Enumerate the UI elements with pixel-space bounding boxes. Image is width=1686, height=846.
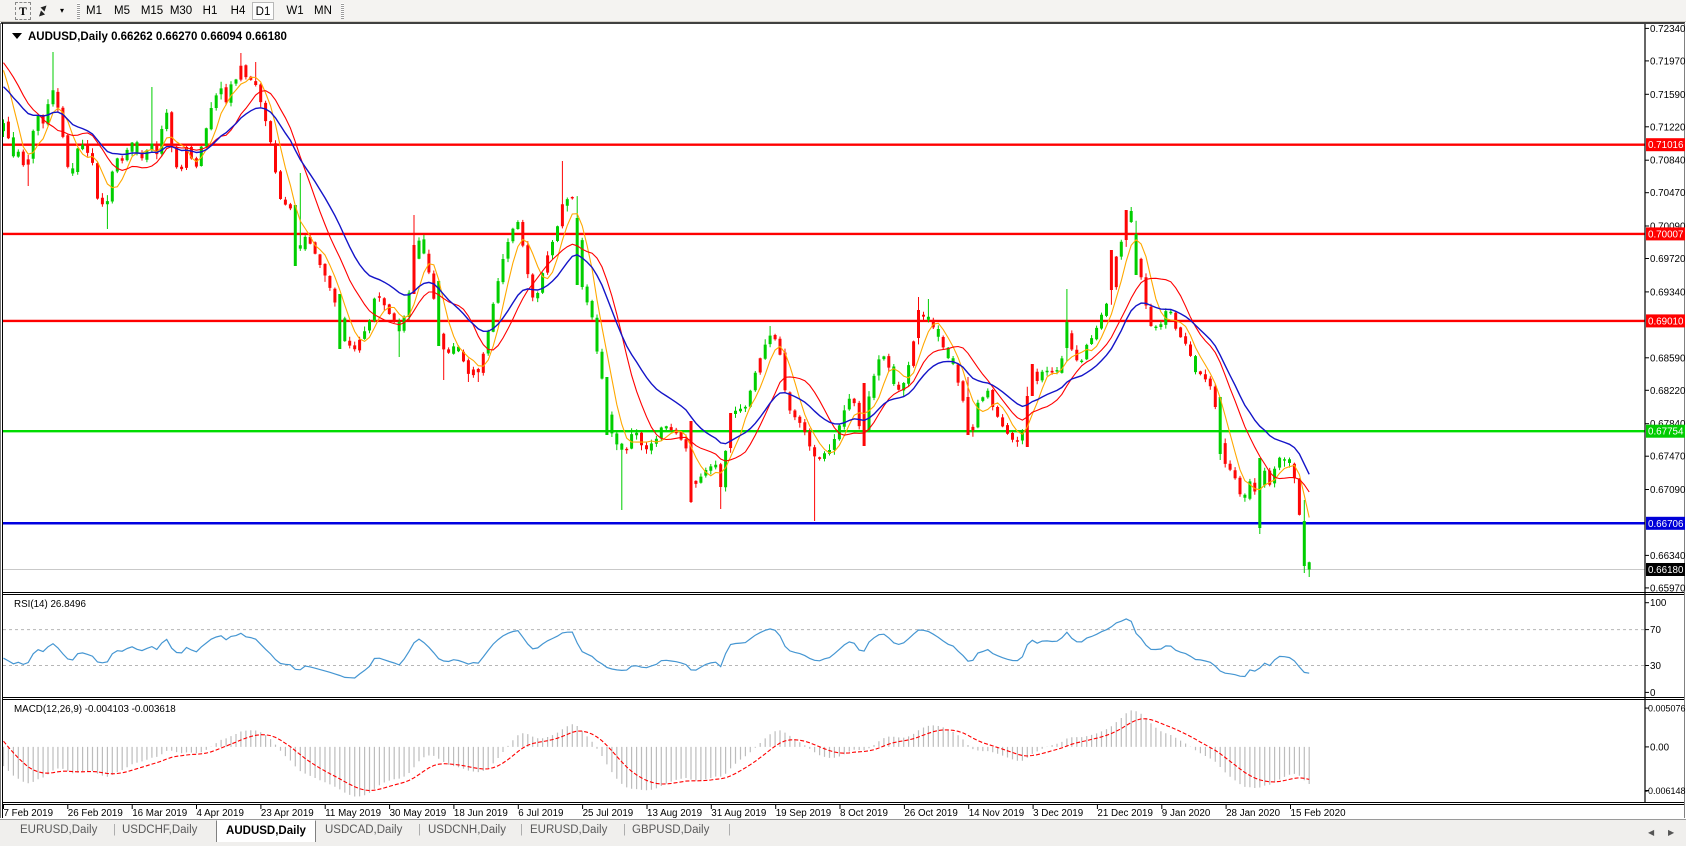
- svg-text:0.72340: 0.72340: [1650, 24, 1686, 35]
- svg-text:0.68590: 0.68590: [1650, 353, 1686, 364]
- svg-text:0.67090: 0.67090: [1650, 485, 1686, 496]
- svg-text:0.00: 0.00: [1650, 742, 1670, 753]
- svg-text:0.71016: 0.71016: [1648, 140, 1684, 151]
- svg-text:0.70470: 0.70470: [1650, 188, 1686, 199]
- svg-text:-0.006148: -0.006148: [1645, 786, 1686, 796]
- svg-text:26 Oct 2019: 26 Oct 2019: [904, 808, 957, 819]
- svg-text:9 Jan 2020: 9 Jan 2020: [1162, 808, 1211, 819]
- svg-text:0.69010: 0.69010: [1648, 316, 1684, 327]
- svg-text:0.66706: 0.66706: [1648, 519, 1684, 530]
- svg-text:6 Jul 2019: 6 Jul 2019: [518, 808, 563, 819]
- svg-text:0.70840: 0.70840: [1650, 156, 1686, 167]
- svg-text:0.69340: 0.69340: [1650, 287, 1686, 298]
- svg-text:15 Feb 2020: 15 Feb 2020: [1291, 808, 1347, 819]
- svg-text:14 Nov 2019: 14 Nov 2019: [969, 808, 1025, 819]
- svg-text:21 Dec 2019: 21 Dec 2019: [1097, 808, 1153, 819]
- svg-text:0.69720: 0.69720: [1650, 254, 1686, 265]
- svg-text:30: 30: [1650, 661, 1661, 672]
- svg-text:0.68220: 0.68220: [1650, 386, 1686, 397]
- svg-text:3 Dec 2019: 3 Dec 2019: [1033, 808, 1083, 819]
- svg-text:0.71220: 0.71220: [1650, 122, 1686, 133]
- svg-text:25 Jul 2019: 25 Jul 2019: [583, 808, 634, 819]
- svg-text:18 Jun 2019: 18 Jun 2019: [454, 808, 508, 819]
- svg-text:13 Aug 2019: 13 Aug 2019: [647, 808, 702, 819]
- svg-text:0.70090: 0.70090: [1650, 222, 1686, 233]
- svg-text:11 May 2019: 11 May 2019: [325, 808, 381, 819]
- svg-text:0.70007: 0.70007: [1648, 229, 1683, 240]
- svg-text:23 Apr 2019: 23 Apr 2019: [261, 808, 314, 819]
- svg-text:7 Feb 2019: 7 Feb 2019: [4, 808, 54, 819]
- svg-text:0.66180: 0.66180: [1648, 565, 1684, 576]
- svg-text:0: 0: [1650, 688, 1656, 699]
- svg-text:100: 100: [1650, 598, 1667, 609]
- svg-text:MACD(12,26,9) -0.004103 -0.003: MACD(12,26,9) -0.004103 -0.003618: [14, 704, 176, 715]
- svg-text:70: 70: [1650, 625, 1661, 636]
- svg-text:16 Mar 2019: 16 Mar 2019: [132, 808, 187, 819]
- svg-text:RSI(14) 26.8496: RSI(14) 26.8496: [14, 599, 86, 610]
- svg-text:26 Feb 2019: 26 Feb 2019: [68, 808, 123, 819]
- svg-text:0.71590: 0.71590: [1650, 90, 1686, 101]
- svg-text:30 May 2019: 30 May 2019: [390, 808, 447, 819]
- svg-text:0.66340: 0.66340: [1650, 551, 1686, 562]
- svg-text:0.71970: 0.71970: [1650, 56, 1686, 67]
- svg-text:28 Jan 2020: 28 Jan 2020: [1226, 808, 1280, 819]
- svg-text:0.005076: 0.005076: [1648, 704, 1686, 714]
- svg-text:31 Aug 2019: 31 Aug 2019: [711, 808, 766, 819]
- svg-text:0.67754: 0.67754: [1648, 427, 1684, 438]
- svg-text:0.67470: 0.67470: [1650, 452, 1686, 463]
- svg-text:AUDUSD,Daily 0.66262 0.66270: AUDUSD,Daily 0.66262 0.66270 0.66094 0.6…: [28, 31, 287, 43]
- svg-text:19 Sep 2019: 19 Sep 2019: [776, 808, 832, 819]
- svg-text:4 Apr 2019: 4 Apr 2019: [197, 808, 244, 819]
- svg-text:0.65970: 0.65970: [1650, 583, 1686, 594]
- svg-text:8 Oct 2019: 8 Oct 2019: [840, 808, 888, 819]
